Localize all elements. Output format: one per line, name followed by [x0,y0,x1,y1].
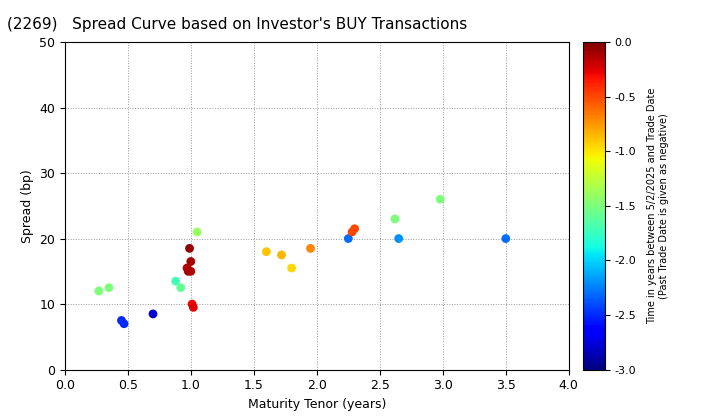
Point [500,235,511,242]
Point [276,252,287,258]
Y-axis label: Spread (bp): Spread (bp) [21,169,34,243]
Point [286,265,297,271]
Y-axis label: Time in years between 5/2/2025 and Trade Date
(Past Trade Date is given as negat: Time in years between 5/2/2025 and Trade… [647,88,669,324]
Point [118,320,130,327]
Point [184,245,195,252]
Point [93,288,104,294]
Point [389,215,400,222]
Point [343,235,354,242]
Point [182,268,194,275]
Point [305,245,316,252]
Point [181,265,193,271]
Point [185,258,197,265]
Point [170,278,181,284]
Point [185,268,197,275]
Point [346,228,358,235]
Text: (2269)   Spread Curve based on Investor's BUY Transactions: (2269) Spread Curve based on Investor's … [7,17,467,32]
Point [187,304,199,311]
Point [192,228,203,235]
Point [261,248,272,255]
Point [147,310,158,317]
Point [393,235,405,242]
Point [116,317,127,324]
X-axis label: Maturity Tenor (years): Maturity Tenor (years) [248,398,386,411]
Point [348,226,360,232]
Point [434,196,446,202]
Point [186,301,198,307]
Point [103,284,114,291]
Point [175,284,186,291]
